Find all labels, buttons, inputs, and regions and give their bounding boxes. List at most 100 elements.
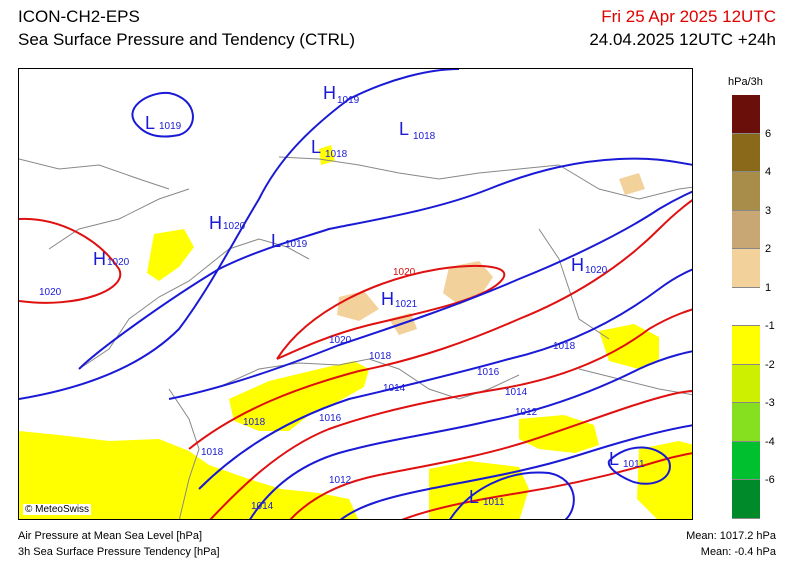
system-value: 1020 <box>107 257 130 268</box>
isobar-1013 <box>340 424 692 519</box>
isobar-label: 1014 <box>251 501 274 512</box>
legend-tick-label: -2 <box>765 358 775 371</box>
isobar-1018 <box>188 199 692 450</box>
legend-tick-label: -6 <box>765 474 775 487</box>
footer-tendency-desc: 3h Sea Surface Pressure Tendency [hPa] <box>18 546 220 558</box>
isobar-1016 <box>209 308 692 519</box>
system-letter: L <box>271 231 281 251</box>
border-de-ch <box>278 156 560 180</box>
rise-area-center2 <box>337 291 379 321</box>
legend-title: hPa/3h <box>728 76 763 88</box>
isobar-label: 1018 <box>369 351 392 362</box>
isobars <box>19 69 692 519</box>
model-title: ICON-CH2-EPS <box>18 7 140 26</box>
isobar-label: 1016 <box>477 367 500 378</box>
system-letter: H <box>323 83 336 103</box>
isobar-label: 1014 <box>505 387 528 398</box>
isobar-1015 <box>249 350 692 519</box>
legend-tick-label: -1 <box>765 320 775 333</box>
footer-pressure-desc: Air Pressure at Mean Sea Level [hPa] <box>18 530 203 542</box>
system-letter: H <box>93 249 106 269</box>
isobar-1019 <box>78 157 692 370</box>
run-time: 24.04.2025 12UTC +24h <box>589 30 776 49</box>
system-letter: L <box>145 113 155 133</box>
border-it-si <box>578 368 692 396</box>
system-value: 1011 <box>483 497 505 508</box>
system-value: 1011 <box>623 459 645 470</box>
isobar-1020-c <box>168 190 692 400</box>
isobar-1011 <box>449 471 575 519</box>
legend-swatch <box>732 287 760 327</box>
system-value: 1019 <box>159 121 182 132</box>
pressure-map[interactable]: L 1019 H 1019 L 1018 L 1018 H 1020 L 101… <box>18 68 693 520</box>
legend-tick-label: 1 <box>765 281 772 294</box>
legend-swatch <box>732 403 760 442</box>
isobar-label: 1018 <box>243 417 266 428</box>
system-letter: L <box>609 449 619 469</box>
system-letter: H <box>209 213 222 233</box>
legend-swatch <box>732 249 760 288</box>
isobar-label: 1012 <box>329 475 352 486</box>
system-value: 1020 <box>585 265 608 276</box>
legend-tick-label: -3 <box>765 397 775 410</box>
isobar-label: 1020 <box>329 335 352 346</box>
legend-tick-label: -4 <box>765 435 775 448</box>
isobar-1020-w <box>19 217 122 304</box>
isobar-1017 <box>198 268 692 490</box>
tendency-rise-areas <box>337 173 645 335</box>
system-value: 1018 <box>325 149 348 160</box>
system-value: 1020 <box>223 221 246 232</box>
valid-time: Fri 25 Apr 2025 12UTC <box>601 7 776 26</box>
product-title: Sea Surface Pressure and Tendency (CTRL) <box>18 30 356 49</box>
map-canvas: L 1019 H 1019 L 1018 L 1018 H 1020 L 101… <box>19 69 692 519</box>
isobar-label: 1018 <box>553 341 576 352</box>
legend-tick-label: 3 <box>765 204 772 217</box>
legend-tick-label: 4 <box>765 166 772 179</box>
system-letter: H <box>381 289 394 309</box>
system-letter: H <box>571 255 584 275</box>
isobar-labels: 1020 1020 1020 1018 1018 1018 1016 1016 … <box>39 267 576 512</box>
legend-tick-label: 2 <box>765 243 772 256</box>
legend-swatch <box>732 326 760 365</box>
credit-label: © MeteoSwiss <box>23 504 92 515</box>
pressure-systems: L 1019 H 1019 L 1018 L 1018 H 1020 L 101… <box>93 83 645 508</box>
color-legend <box>732 95 760 519</box>
isobar-1011-e <box>607 446 671 485</box>
border-lux <box>19 158 170 190</box>
isobar-label: 1018 <box>201 447 224 458</box>
system-value: 1018 <box>413 131 436 142</box>
system-value: 1021 <box>395 299 418 310</box>
legend-tick-label: 6 <box>765 127 772 140</box>
legend-swatch <box>732 364 760 404</box>
legend-swatch <box>732 480 760 519</box>
system-value: 1019 <box>285 239 308 250</box>
isobar-1014 <box>289 390 692 519</box>
system-letter: L <box>311 137 321 157</box>
legend-swatch <box>732 95 760 134</box>
isobar-label: 1020 <box>39 287 62 298</box>
fall-area-jura <box>147 229 194 281</box>
border-de-at <box>558 164 692 200</box>
legend-swatch <box>732 172 760 211</box>
footer-mean-pressure: Mean: 1017.2 hPa <box>686 530 776 542</box>
border-west <box>48 188 190 250</box>
border-at-ch <box>538 228 610 340</box>
fall-area-east2 <box>599 324 659 369</box>
system-value: 1019 <box>337 95 360 106</box>
legend-swatch <box>732 133 760 173</box>
isobar-label: 1012 <box>515 407 538 418</box>
legend-swatch <box>732 441 760 481</box>
system-letter: L <box>399 119 409 139</box>
isobar-1020-n <box>19 69 460 400</box>
isobar-1021 <box>276 265 506 360</box>
legend-swatch <box>732 210 760 250</box>
border-fr-ch <box>78 238 310 370</box>
isobar-label: 1020 <box>393 267 416 278</box>
system-letter: L <box>469 487 479 507</box>
footer-mean-tendency: Mean: -0.4 hPa <box>700 546 776 558</box>
isobar-1019-l <box>131 91 194 138</box>
isobar-label: 1014 <box>383 383 406 394</box>
isobar-label: 1016 <box>319 413 342 424</box>
fall-area-sw <box>19 431 359 519</box>
rise-area-ne <box>619 173 645 195</box>
